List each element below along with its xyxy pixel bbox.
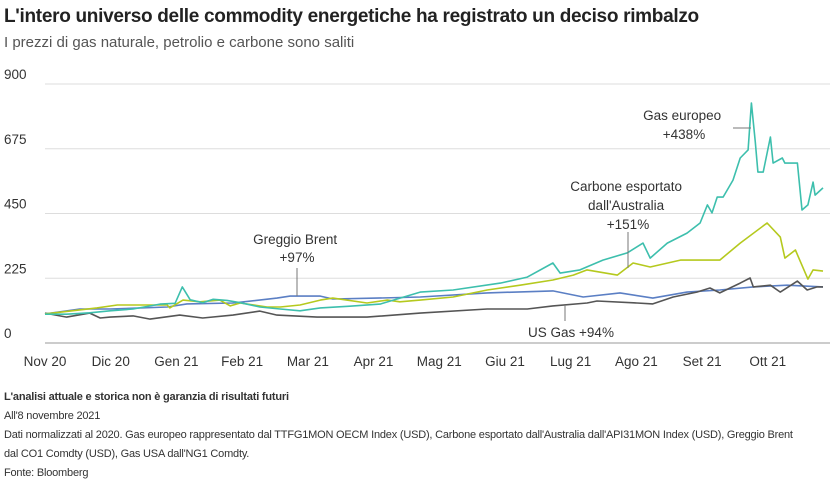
x-tick-label: Set 21 xyxy=(683,354,722,369)
y-tick-label: 0 xyxy=(4,326,12,341)
x-tick-label: Lug 21 xyxy=(550,354,591,369)
line-chart: 0 225 450 675 900 Nov 20 Dic 20 Gen 21 Feb 21 Mar… xyxy=(4,67,830,369)
x-tick-label: Feb 21 xyxy=(221,354,263,369)
annotation-brent: Greggio Brent +97% xyxy=(253,232,341,265)
x-tick-label: Mag 21 xyxy=(417,354,462,369)
chart-footer: L'analisi attuale e storica non è garanz… xyxy=(4,388,804,483)
x-tick-label: Dic 20 xyxy=(92,354,130,369)
x-tick-label: Mar 21 xyxy=(287,354,329,369)
x-tick-label: Ago 21 xyxy=(615,354,658,369)
x-tick-label: Gen 21 xyxy=(154,354,198,369)
data-note: Dati normalizzati al 2020. Gas europeo r… xyxy=(4,429,793,460)
series-line-carbone-esportato-dall-australia xyxy=(44,222,824,315)
y-tick-label: 900 xyxy=(4,67,27,82)
x-tick-label: Apr 21 xyxy=(354,354,394,369)
annotation-us-gas: US Gas +94% xyxy=(528,325,614,340)
x-tick-label: Giu 21 xyxy=(485,354,525,369)
x-tick-label: Nov 20 xyxy=(24,354,67,369)
annotations: Greggio Brent +97% Carbone esportato dal… xyxy=(253,108,751,340)
y-tick-label: 675 xyxy=(4,132,27,147)
y-tick-label: 225 xyxy=(4,261,27,276)
chart-title: L'intero universo delle commodity energe… xyxy=(4,6,699,27)
series-line-us-gas xyxy=(44,277,823,320)
source: Fonte: Bloomberg xyxy=(4,467,89,479)
y-tick-label: 450 xyxy=(4,197,27,212)
annotation-coal: Carbone esportato dall'Australia +151% xyxy=(570,179,686,232)
x-tick-label: Ott 21 xyxy=(749,354,786,369)
series-line-greggio-brent xyxy=(44,284,824,315)
disclaimer: L'analisi attuale e storica non è garanz… xyxy=(4,391,289,403)
chart-subtitle: I prezzi di gas naturale, petrolio e car… xyxy=(4,34,355,51)
as-of-date: All'8 novembre 2021 xyxy=(4,410,101,422)
series-line-gas-europeo xyxy=(45,102,824,316)
annotation-eu-gas: Gas europeo +438% xyxy=(643,108,725,142)
